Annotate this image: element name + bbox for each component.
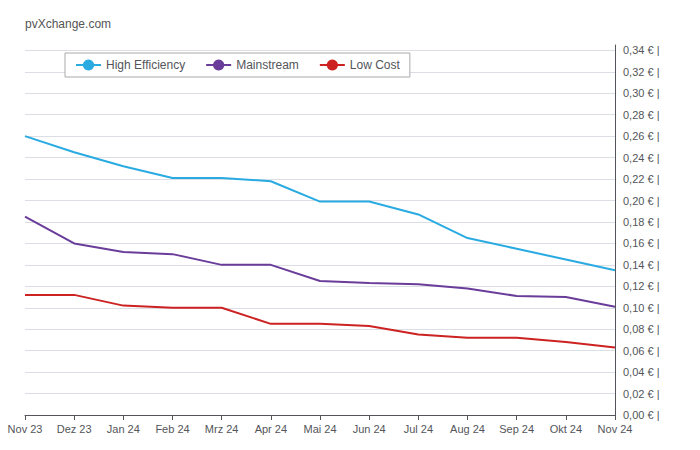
svg-text:Mainstream: Mainstream xyxy=(236,58,299,72)
svg-text:Mai 24: Mai 24 xyxy=(303,423,336,435)
svg-text:0,04 € |: 0,04 € | xyxy=(623,366,660,378)
svg-text:Feb 24: Feb 24 xyxy=(155,423,189,435)
svg-text:Sep 24: Sep 24 xyxy=(499,423,534,435)
svg-text:0,34 € |: 0,34 € | xyxy=(623,44,660,56)
svg-text:0,02 € |: 0,02 € | xyxy=(623,388,660,400)
svg-text:Dez 23: Dez 23 xyxy=(57,423,92,435)
svg-text:0,10 € |: 0,10 € | xyxy=(623,302,660,314)
svg-text:Low Cost: Low Cost xyxy=(350,58,401,72)
svg-text:0,30 € |: 0,30 € | xyxy=(623,87,660,99)
svg-text:0,00 € |: 0,00 € | xyxy=(623,409,660,421)
svg-text:Nov 24: Nov 24 xyxy=(598,423,633,435)
svg-text:0,28 € |: 0,28 € | xyxy=(623,109,660,121)
svg-text:pvXchange.com: pvXchange.com xyxy=(25,17,111,31)
svg-text:High Efficiency: High Efficiency xyxy=(106,58,185,72)
svg-text:Aug 24: Aug 24 xyxy=(450,423,485,435)
svg-text:Mrz 24: Mrz 24 xyxy=(205,423,239,435)
svg-text:0,08 € |: 0,08 € | xyxy=(623,323,660,335)
svg-text:0,06 € |: 0,06 € | xyxy=(623,345,660,357)
svg-text:0,22 € |: 0,22 € | xyxy=(623,173,660,185)
svg-text:0,24 € |: 0,24 € | xyxy=(623,152,660,164)
svg-text:0,20 € |: 0,20 € | xyxy=(623,195,660,207)
svg-text:Okt 24: Okt 24 xyxy=(550,423,582,435)
svg-text:Jul 24: Jul 24 xyxy=(404,423,433,435)
svg-text:Apr 24: Apr 24 xyxy=(255,423,287,435)
svg-text:0,14 € |: 0,14 € | xyxy=(623,259,660,271)
svg-text:Nov 23: Nov 23 xyxy=(8,423,43,435)
svg-text:Jun 24: Jun 24 xyxy=(353,423,386,435)
svg-text:0,26 € |: 0,26 € | xyxy=(623,130,660,142)
svg-text:0,12 € |: 0,12 € | xyxy=(623,280,660,292)
svg-text:0,16 € |: 0,16 € | xyxy=(623,237,660,249)
svg-text:Jan 24: Jan 24 xyxy=(107,423,140,435)
svg-text:0,32 € |: 0,32 € | xyxy=(623,66,660,78)
svg-text:0,18 € |: 0,18 € | xyxy=(623,216,660,228)
